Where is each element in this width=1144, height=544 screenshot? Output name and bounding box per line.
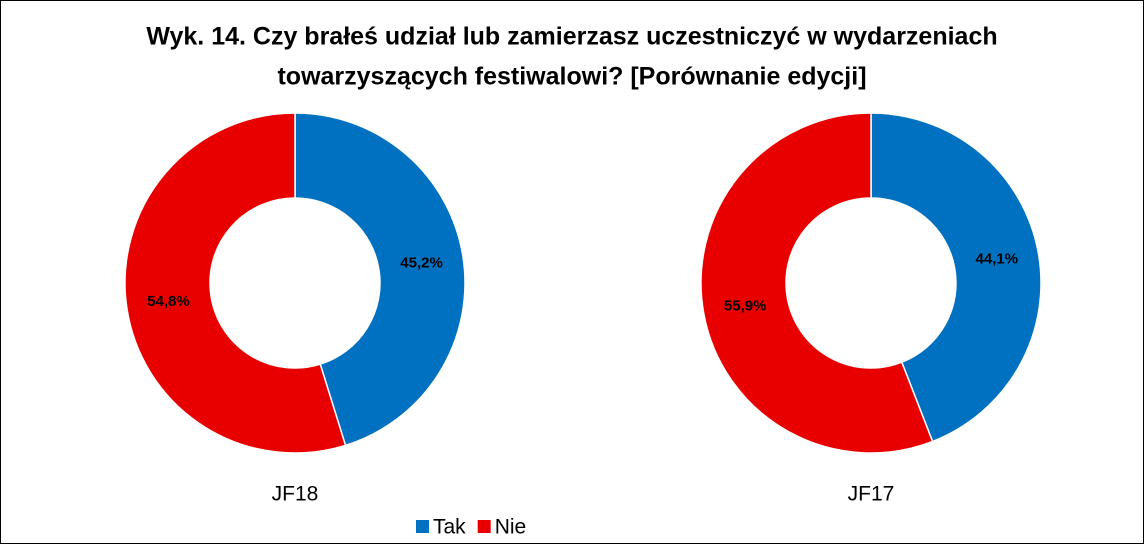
legend-swatch (416, 520, 429, 533)
value-label: 44,1% (976, 250, 1019, 267)
chart-label: JF17 (848, 483, 895, 506)
value-label: 54,8% (147, 293, 190, 310)
donut-slice (124, 112, 347, 454)
chart-title: towarzyszących festiwalowi? [Porównanie … (277, 63, 866, 91)
donut-slice (700, 112, 934, 454)
value-label: 45,2% (400, 255, 443, 272)
legend-label: Tak (433, 516, 466, 539)
legend-swatch (477, 520, 491, 533)
donut-slice (294, 112, 466, 447)
chart-label: JF18 (272, 483, 319, 506)
donut-slice (870, 112, 1042, 443)
legend-label: Nie (495, 516, 527, 539)
value-label: 55,9% (724, 298, 767, 315)
chart-title: Wyk. 14. Czy brałeś udział lub zamierzas… (146, 23, 997, 51)
